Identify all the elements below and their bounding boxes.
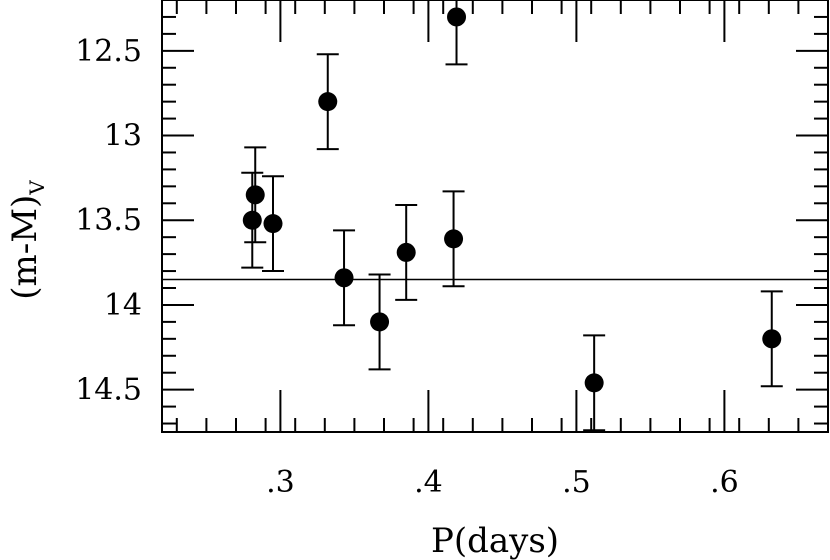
y-axis-title: (m-M)V <box>5 180 49 300</box>
y-tick-label: 13 <box>104 119 142 154</box>
y-axis-title-subscript: V <box>25 180 49 196</box>
x-axis-title: P(days) <box>431 521 559 560</box>
data-points <box>241 0 783 432</box>
data-point <box>263 214 283 234</box>
data-point-group <box>368 273 391 371</box>
x-tick-label: .6 <box>710 465 739 500</box>
data-point <box>318 92 338 112</box>
x-tick-label: .3 <box>266 465 295 500</box>
x-tick-labels: .3 .4 .5 .6 <box>266 465 739 500</box>
data-point-group <box>583 334 606 432</box>
data-point-group <box>333 229 356 327</box>
data-point <box>444 229 464 249</box>
plot-frame <box>161 0 829 433</box>
data-point-group <box>316 53 339 151</box>
data-point <box>584 373 604 393</box>
data-point-group <box>262 175 284 273</box>
data-point <box>762 329 782 349</box>
y-tick-labels: 12.5 13 13.5 14 14.5 <box>75 34 142 408</box>
data-point-group <box>445 0 468 66</box>
data-point-group <box>760 290 783 388</box>
data-point <box>396 242 416 262</box>
x-tick-label: .5 <box>562 465 591 500</box>
y-tick-label: 12.5 <box>75 34 142 69</box>
data-point <box>242 210 262 230</box>
data-point <box>370 312 390 332</box>
data-point-group <box>395 203 418 301</box>
y-tick-label: 14 <box>104 288 142 323</box>
y-tick-label: 13.5 <box>75 203 142 238</box>
x-tick-label: .4 <box>414 465 443 500</box>
data-point-group <box>244 146 267 244</box>
y-tick-label: 14.5 <box>75 373 142 408</box>
y-axis-title-main: (m-M) <box>5 195 45 300</box>
data-point <box>245 185 265 205</box>
data-point <box>447 7 467 27</box>
data-point-group <box>442 190 465 288</box>
axis-ticks <box>162 0 828 432</box>
data-point <box>334 268 354 288</box>
